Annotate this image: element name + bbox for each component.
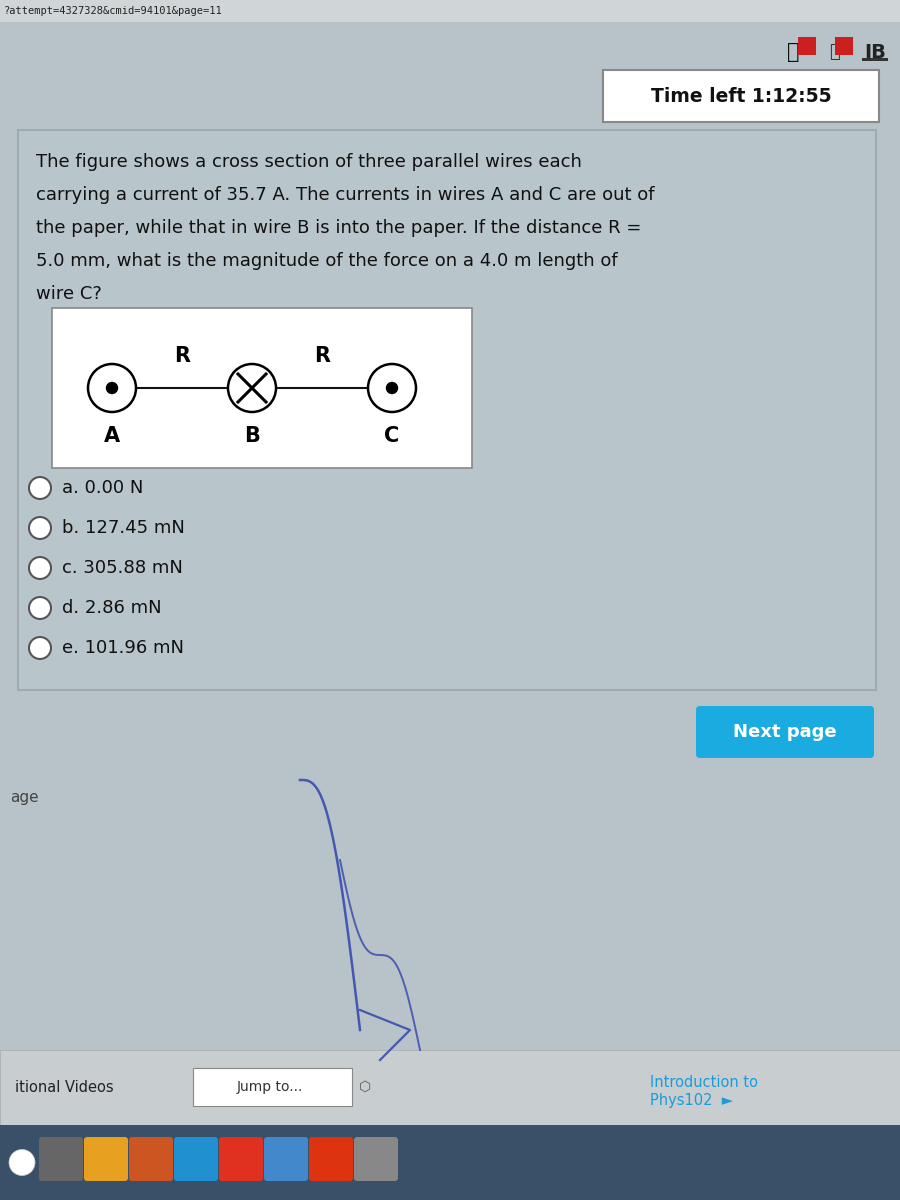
FancyBboxPatch shape [862,58,888,61]
FancyBboxPatch shape [0,1126,900,1200]
Circle shape [29,637,51,659]
FancyBboxPatch shape [603,70,879,122]
Text: itional Videos: itional Videos [15,1080,113,1094]
Circle shape [386,383,398,394]
Circle shape [106,383,118,394]
Circle shape [9,1150,35,1176]
FancyBboxPatch shape [84,1138,128,1181]
Text: carrying a current of 35.7 A. The currents in wires A and C are out of: carrying a current of 35.7 A. The curren… [36,186,654,204]
Text: the paper, while that in wire B is into the paper. If the distance R =: the paper, while that in wire B is into … [36,218,642,236]
Text: IB: IB [864,42,886,61]
Text: The figure shows a cross section of three parallel wires each: The figure shows a cross section of thre… [36,152,582,170]
Text: age: age [10,790,39,805]
FancyBboxPatch shape [129,1138,173,1181]
Circle shape [368,364,416,412]
FancyBboxPatch shape [696,706,874,758]
Circle shape [228,364,276,412]
Circle shape [29,557,51,578]
FancyBboxPatch shape [219,1138,263,1181]
Text: R: R [174,346,190,366]
Text: 5.0 mm, what is the magnitude of the force on a 4.0 m length of: 5.0 mm, what is the magnitude of the for… [36,252,617,270]
FancyBboxPatch shape [354,1138,398,1181]
Text: ?attempt=4327328&cmid=94101&page=11: ?attempt=4327328&cmid=94101&page=11 [4,6,223,16]
Text: Next page: Next page [734,722,837,740]
FancyBboxPatch shape [264,1138,308,1181]
Text: c. 305.88 mN: c. 305.88 mN [62,559,183,577]
Text: ⬡: ⬡ [359,1080,371,1094]
FancyBboxPatch shape [18,130,876,690]
Text: Jump to...: Jump to... [237,1080,303,1094]
FancyBboxPatch shape [309,1138,353,1181]
Text: 🐦: 🐦 [829,43,840,61]
Text: a. 0.00 N: a. 0.00 N [62,479,143,497]
Text: B: B [244,426,260,446]
FancyBboxPatch shape [39,1138,83,1181]
FancyBboxPatch shape [52,308,472,468]
Text: wire C?: wire C? [36,284,102,302]
Text: e. 101.96 mN: e. 101.96 mN [62,638,184,658]
FancyBboxPatch shape [0,1050,900,1126]
Text: Introduction to: Introduction to [650,1075,758,1090]
FancyBboxPatch shape [798,37,816,55]
Circle shape [88,364,136,412]
Text: A: A [104,426,120,446]
FancyBboxPatch shape [0,22,900,1200]
Text: b. 127.45 mN: b. 127.45 mN [62,518,184,538]
FancyBboxPatch shape [174,1138,218,1181]
Text: C: C [384,426,400,446]
FancyBboxPatch shape [835,37,853,55]
Text: Phys102  ►: Phys102 ► [650,1093,733,1108]
Circle shape [29,596,51,619]
Text: R: R [314,346,330,366]
Text: d. 2.86 mN: d. 2.86 mN [62,599,162,617]
FancyBboxPatch shape [0,0,900,22]
Text: Time left 1:12:55: Time left 1:12:55 [651,86,832,106]
Text: 🔔: 🔔 [787,42,799,62]
Circle shape [29,476,51,499]
FancyBboxPatch shape [193,1068,352,1106]
Circle shape [29,517,51,539]
